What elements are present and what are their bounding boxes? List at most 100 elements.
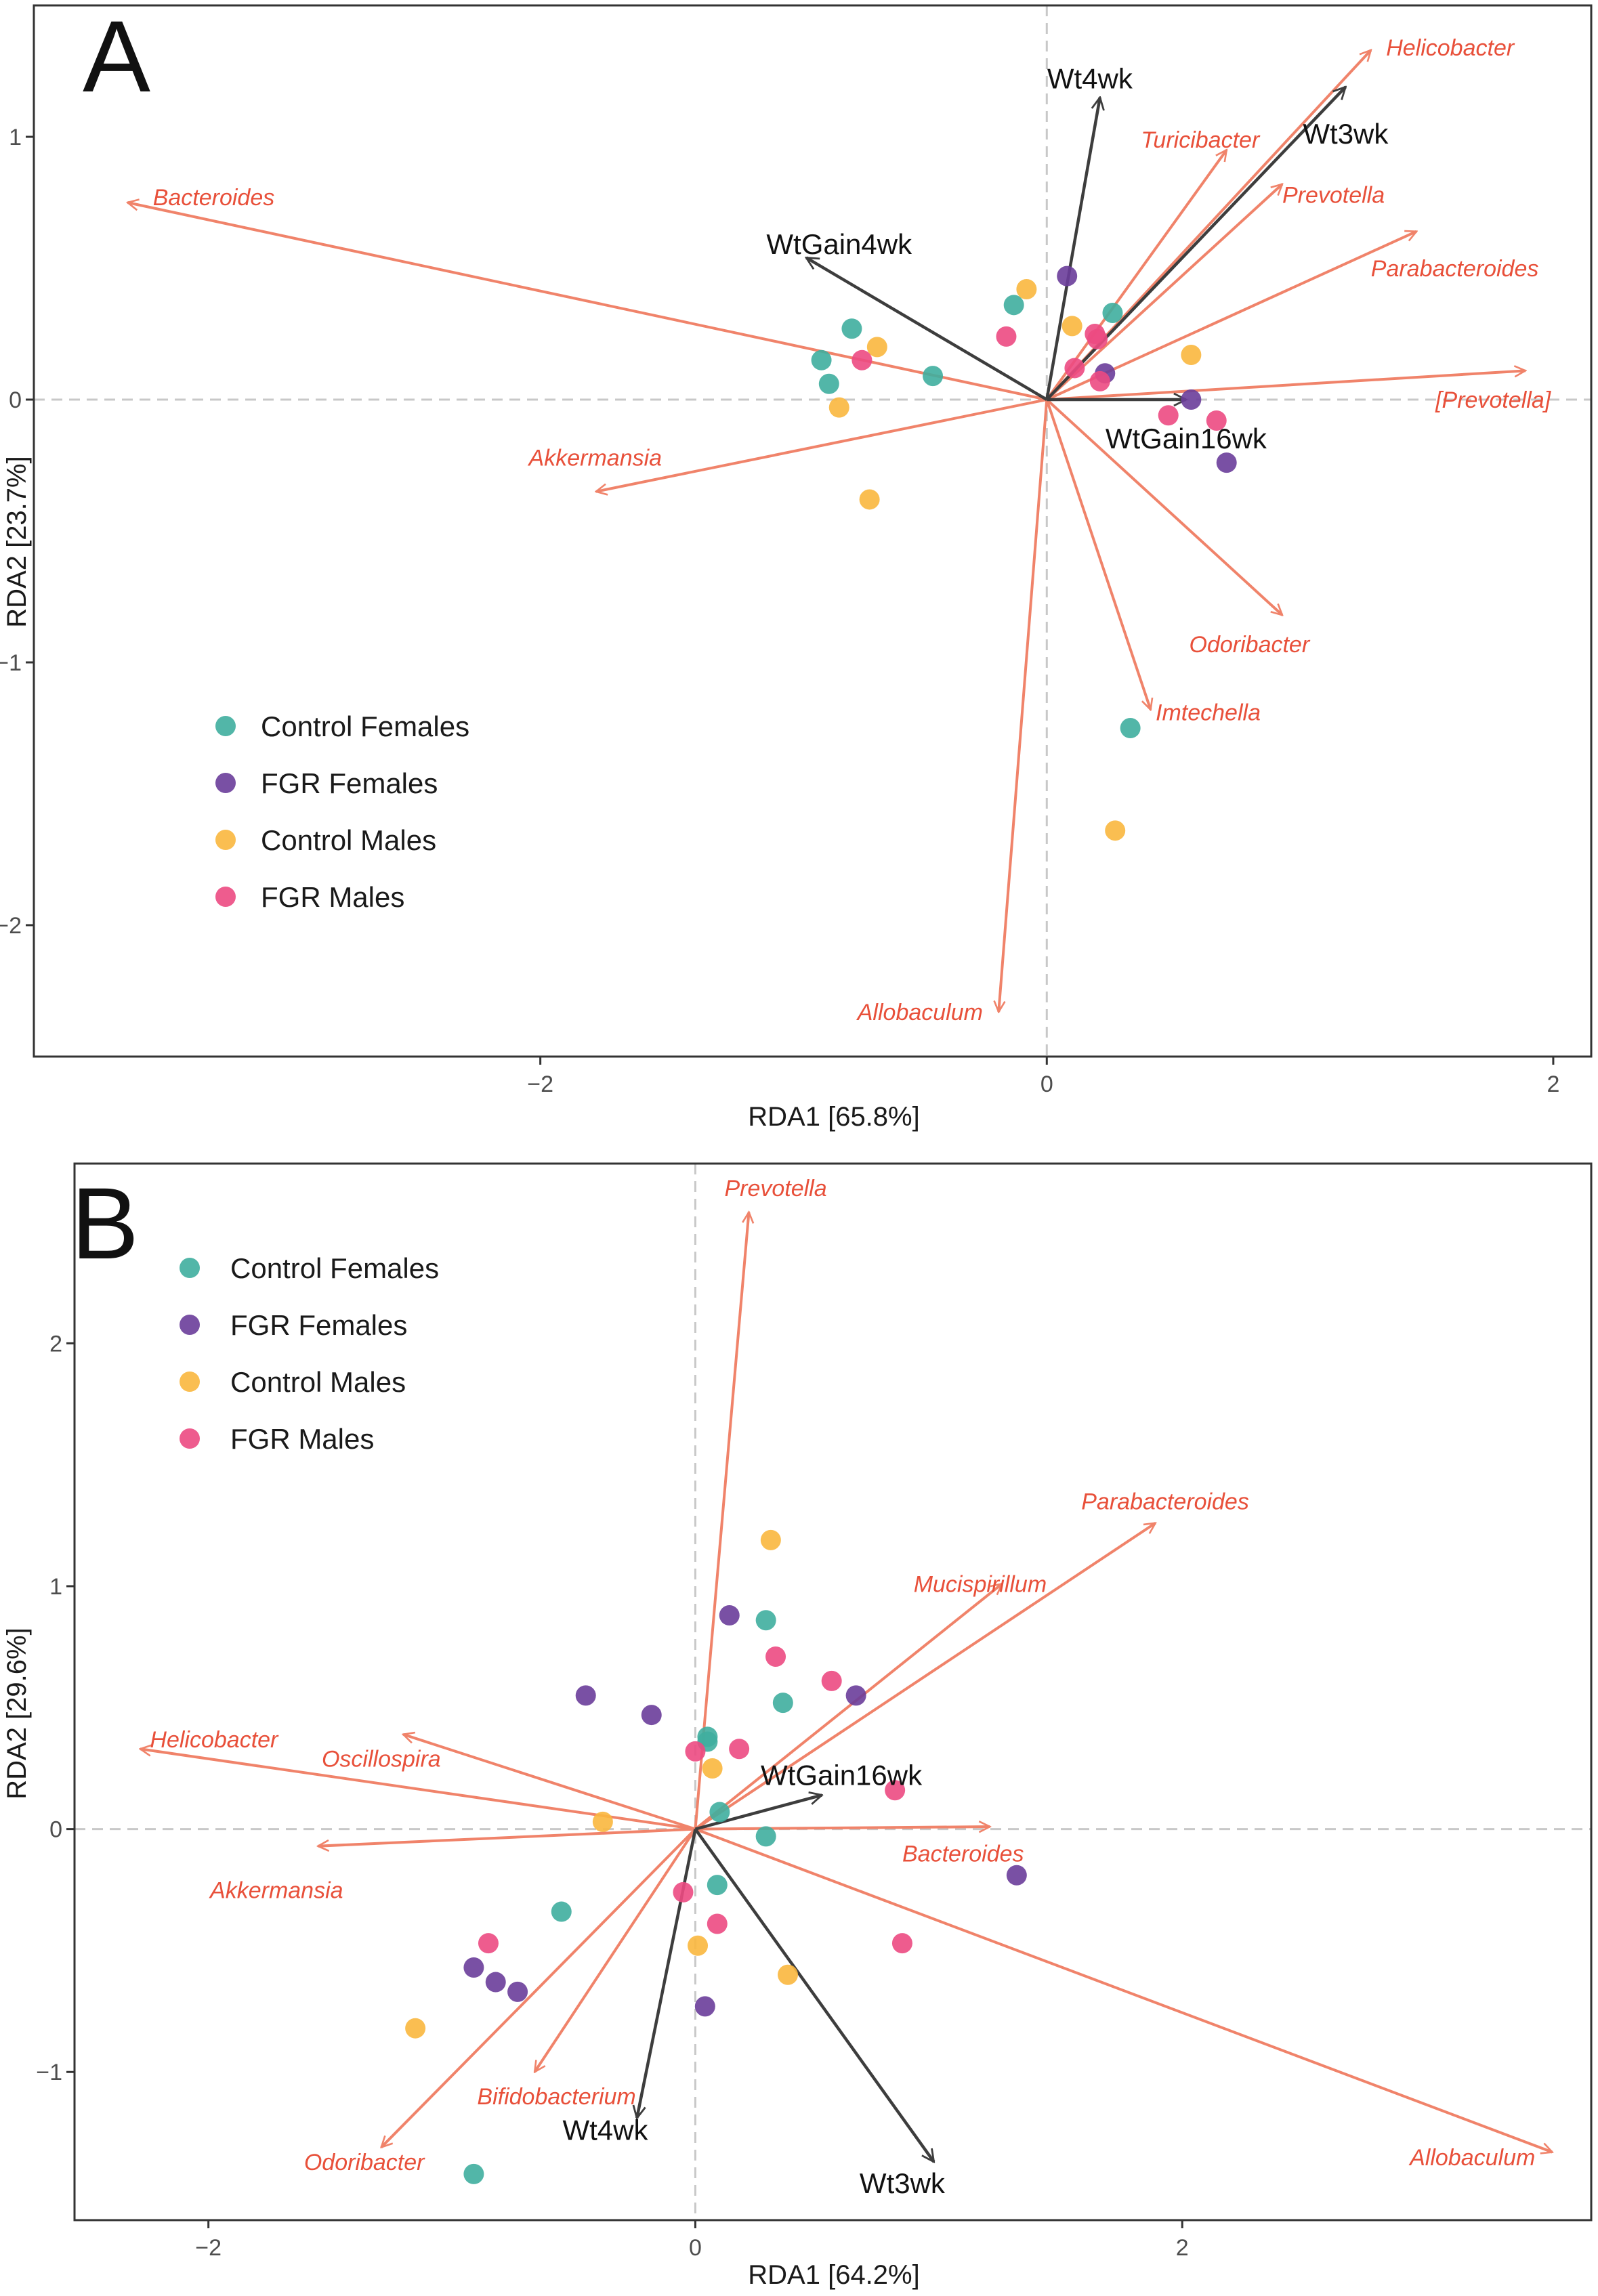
data-point [1089, 370, 1110, 391]
panel-a-legend: Control Females FGR Females Control Males F… [215, 710, 469, 913]
data-point [1016, 279, 1037, 300]
species-label: Prevotella [1282, 182, 1385, 208]
panel-a-y-axis-title: RDA2 [23.7%] [2, 456, 32, 627]
species-arrow [998, 399, 1049, 1012]
species-label: Allobaculum [856, 1000, 983, 1025]
species-arrow [694, 1583, 1002, 1831]
species-arrow [694, 1522, 1155, 1831]
data-point [685, 1741, 706, 1762]
legend-swatch [180, 1258, 200, 1278]
legend-label: FGR Males [230, 1423, 374, 1455]
data-point [1181, 389, 1202, 410]
data-point [641, 1705, 662, 1726]
env-arrow [637, 1829, 697, 2119]
data-point [755, 1610, 776, 1631]
env-arrow [806, 256, 1048, 401]
legend-swatch [180, 1315, 200, 1335]
species-label: Akkermansia [528, 445, 663, 471]
legend-label: FGR Males [261, 881, 404, 913]
data-point [719, 1605, 740, 1626]
data-point [1061, 316, 1082, 337]
data-point [1003, 295, 1024, 316]
data-point [707, 1875, 728, 1896]
data-point [1006, 1865, 1027, 1886]
data-point [1206, 410, 1227, 431]
env-label: Wt3wk [1303, 118, 1389, 150]
species-label: Parabacteroides [1371, 256, 1539, 282]
data-point [478, 1933, 499, 1954]
species-arrow [127, 203, 1047, 401]
data-point [755, 1826, 776, 1847]
panel-b-letter: B [71, 1166, 139, 1280]
data-point [709, 1802, 730, 1823]
species-arrow [1045, 398, 1282, 615]
data-point [760, 1529, 781, 1550]
env-label: Wt4wk [562, 2114, 648, 2146]
x-tick-label: −2 [195, 2235, 222, 2261]
species-arrow [1047, 370, 1526, 401]
data-point [885, 1780, 906, 1801]
species-arrow [1045, 399, 1150, 710]
y-tick-label: −1 [0, 650, 22, 676]
env-arrow [694, 1828, 935, 2162]
env-arrow [694, 1795, 822, 1831]
species-label: Bacteroides [902, 1841, 1024, 1867]
legend-swatch [215, 716, 236, 736]
legend-swatch [215, 773, 236, 793]
panel-b-legend: Control Females FGR Females Control Males F… [180, 1252, 439, 1455]
data-point [891, 1933, 912, 1954]
legend-swatch [180, 1428, 200, 1449]
data-point [688, 1935, 709, 1956]
species-arrow [694, 1827, 1552, 2152]
env-label: Wt4wk [1047, 63, 1133, 95]
panel-b: Prevotella Parabacteroides Mucispirillum He… [2, 1162, 1593, 2290]
env-label: Wt3wk [860, 2167, 946, 2199]
data-point [551, 1901, 572, 1922]
species-arrow [533, 1828, 697, 2072]
data-point [828, 397, 849, 418]
data-point [1181, 345, 1202, 366]
species-label: Odoribacter [304, 2150, 425, 2175]
panel-a-x-axis-title: RDA1 [65.8%] [748, 1102, 919, 1132]
env-arrow [1045, 98, 1100, 400]
species-arrow [1045, 184, 1282, 401]
y-tick-label: −2 [0, 913, 22, 939]
data-point [729, 1739, 750, 1760]
y-tick-label: 0 [9, 387, 22, 413]
data-point [592, 1811, 613, 1832]
data-point [811, 349, 832, 370]
data-point [673, 1882, 694, 1902]
env-label: WtGain16wk [761, 1760, 923, 1791]
species-label: Prevotella [724, 1176, 826, 1202]
data-point [702, 1758, 723, 1779]
species-label: Oscillospira [322, 1747, 441, 1772]
data-point [485, 1972, 506, 1993]
species-arrow [381, 1828, 696, 2148]
data-point [507, 1981, 528, 2002]
species-arrow [596, 398, 1047, 492]
species-label: Bacteroides [153, 185, 275, 211]
legend-label: Control Males [230, 1366, 406, 1398]
data-point [463, 1957, 484, 1978]
species-arrow [695, 1827, 990, 1829]
species-label: Akkermansia [209, 1877, 343, 1903]
legend-label: FGR Females [261, 767, 438, 799]
data-point [845, 1685, 866, 1706]
data-point [866, 337, 887, 358]
panel-a-frame [33, 4, 1593, 1058]
panel-b-x-axis-title: RDA1 [64.2%] [748, 2260, 919, 2290]
species-label: Imtechella [1156, 700, 1261, 726]
species-label: Allobaculum [1408, 2145, 1535, 2171]
data-point [694, 1996, 715, 2017]
data-point [818, 373, 839, 394]
data-point [778, 1964, 799, 1985]
species-arrow [318, 1827, 696, 1846]
data-point [1087, 328, 1108, 349]
data-point [463, 2163, 484, 2184]
data-point [996, 326, 1017, 347]
data-point [1105, 820, 1126, 841]
panel-a: Helicobacter Turicibacter Prevotella Paraba… [0, 0, 1593, 1132]
data-point [1120, 718, 1141, 738]
data-point [1216, 452, 1237, 473]
